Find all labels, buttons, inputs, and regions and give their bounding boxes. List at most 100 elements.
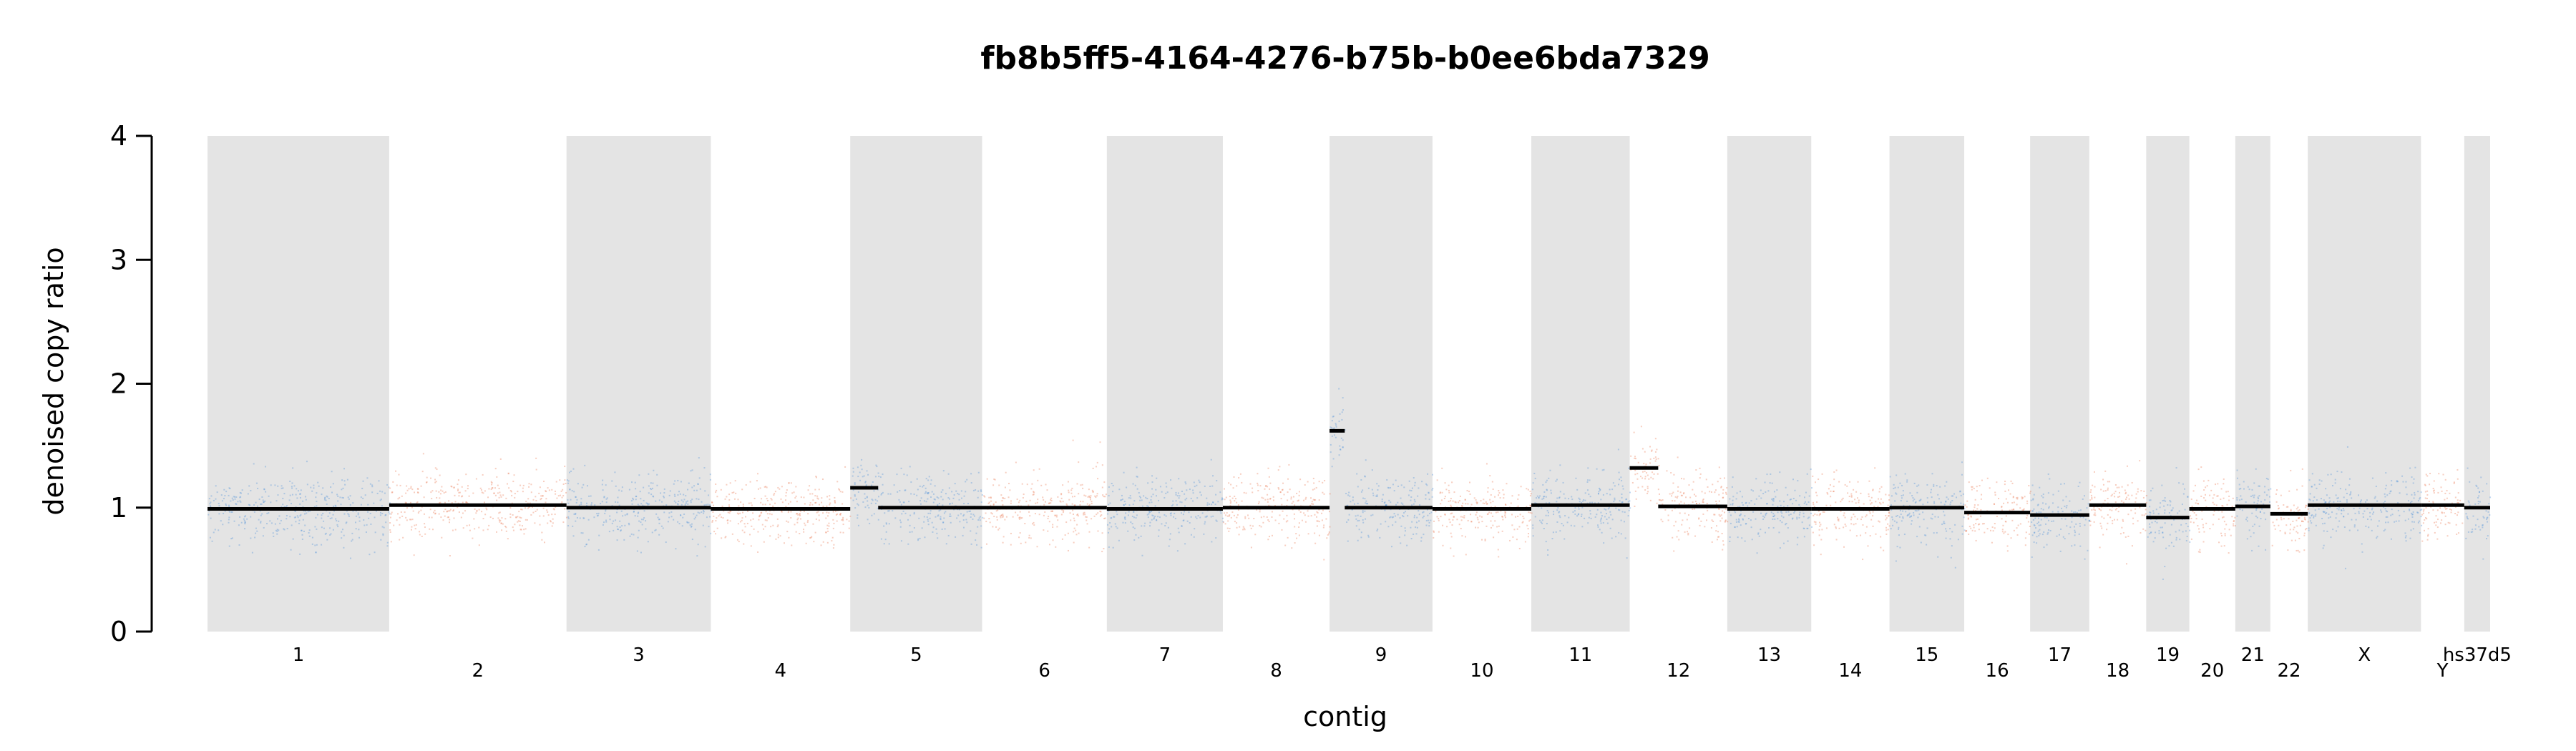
data-point <box>2287 506 2289 508</box>
data-point <box>2263 491 2265 494</box>
data-point <box>1299 511 1302 513</box>
data-point <box>803 531 805 533</box>
data-point <box>1057 496 1059 498</box>
data-point <box>1165 515 1167 517</box>
data-point <box>1080 484 1082 486</box>
data-point <box>1151 488 1153 490</box>
data-point <box>1151 496 1153 498</box>
data-point <box>1377 529 1379 531</box>
data-point <box>619 520 621 522</box>
data-point <box>938 502 940 504</box>
data-point <box>1203 533 1205 535</box>
data-point <box>857 517 859 519</box>
data-point <box>2321 480 2323 482</box>
data-point <box>1530 505 1532 507</box>
data-point <box>263 501 265 503</box>
data-point <box>690 500 692 502</box>
data-point <box>529 506 531 508</box>
data-point <box>2218 541 2220 544</box>
data-point <box>2419 531 2421 534</box>
data-point <box>2246 520 2248 522</box>
data-point <box>1806 473 1808 475</box>
data-point <box>1501 530 1503 532</box>
data-point <box>374 551 376 554</box>
data-point <box>2150 490 2152 492</box>
data-point <box>702 524 704 526</box>
data-point <box>1648 478 1650 480</box>
data-point <box>1933 484 1935 486</box>
data-point <box>2301 468 2303 470</box>
data-point <box>1033 491 1035 494</box>
data-point <box>1312 477 1314 479</box>
data-point <box>2359 502 2361 504</box>
data-point <box>1880 503 1882 505</box>
data-point <box>1184 499 1186 501</box>
data-point <box>2303 549 2306 551</box>
data-point <box>1755 478 1757 480</box>
data-point <box>519 516 521 519</box>
data-point <box>687 500 689 502</box>
data-point <box>1571 496 1573 498</box>
data-point <box>441 486 443 488</box>
data-point <box>1912 497 1914 499</box>
data-point <box>2122 532 2124 534</box>
data-point <box>1722 496 1724 499</box>
data-point <box>2107 489 2109 491</box>
data-point <box>2224 528 2226 530</box>
data-point <box>728 506 731 508</box>
data-point <box>434 513 436 515</box>
data-point <box>240 521 243 524</box>
data-point <box>1674 521 1677 523</box>
data-point <box>1370 514 1372 516</box>
data-point <box>1428 499 1430 501</box>
data-point <box>1975 510 1977 512</box>
data-point <box>1660 519 1662 521</box>
data-point <box>742 505 744 507</box>
data-point <box>2013 529 2015 531</box>
data-point <box>1888 494 1890 496</box>
data-point <box>1908 514 1910 516</box>
data-point <box>2113 519 2115 521</box>
data-point <box>936 496 938 498</box>
data-point <box>1601 469 1604 471</box>
data-point <box>1292 501 1294 503</box>
data-point <box>1734 511 1736 514</box>
data-point <box>1742 518 1744 520</box>
data-point <box>1244 516 1246 518</box>
data-point <box>256 530 258 532</box>
data-point <box>2165 500 2167 502</box>
data-point <box>2250 495 2252 497</box>
data-point <box>703 512 705 514</box>
data-point <box>424 523 426 525</box>
data-point <box>2124 489 2126 491</box>
data-point <box>785 506 787 508</box>
data-point <box>1342 446 1344 448</box>
data-point <box>2041 502 2044 504</box>
data-point <box>2420 516 2422 518</box>
data-point <box>1421 481 1423 483</box>
data-point <box>861 468 863 471</box>
data-point <box>992 504 995 506</box>
data-point <box>1627 515 1629 517</box>
data-point <box>884 512 886 514</box>
data-point <box>426 476 428 478</box>
data-point <box>1682 493 1684 495</box>
data-point <box>694 529 696 531</box>
data-point <box>420 485 422 487</box>
data-point <box>2023 508 2025 510</box>
data-point <box>2037 504 2039 506</box>
data-point <box>1048 544 1050 546</box>
data-point <box>1267 499 1269 501</box>
data-point <box>1636 478 1639 480</box>
data-point <box>488 524 490 526</box>
data-point <box>291 524 293 526</box>
data-point <box>580 501 582 504</box>
data-point <box>841 503 844 505</box>
data-point <box>791 544 793 546</box>
data-point <box>220 494 223 496</box>
data-point <box>944 528 946 530</box>
data-point <box>1095 466 1097 468</box>
data-point <box>317 481 319 484</box>
data-point <box>1885 494 1887 496</box>
data-point <box>1475 501 1478 504</box>
